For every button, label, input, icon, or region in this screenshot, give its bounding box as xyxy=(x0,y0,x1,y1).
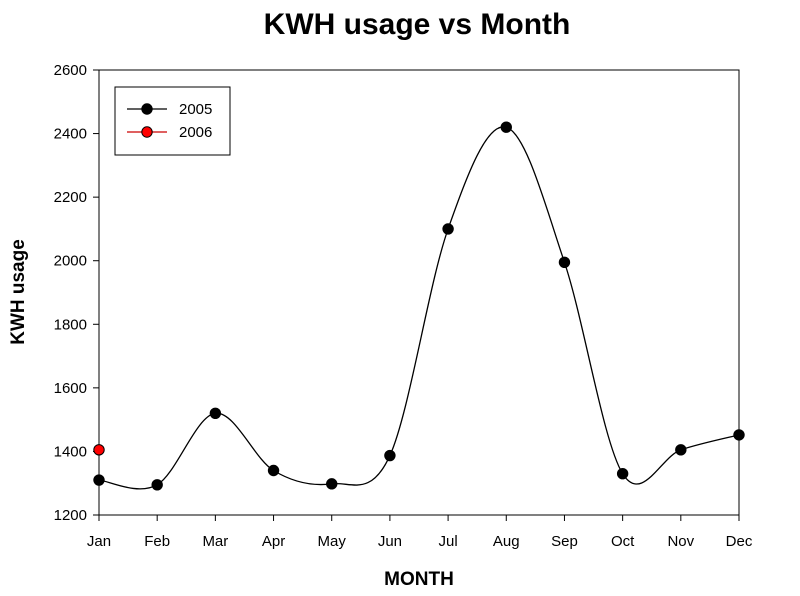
legend: 2005 2006 xyxy=(114,86,231,156)
data-point-2005-Sep xyxy=(558,256,571,269)
data-point-2005-May xyxy=(326,478,338,490)
data-point-2005-Oct xyxy=(616,467,629,480)
legend-label-2005: 2005 xyxy=(179,101,212,118)
plot-frame xyxy=(98,69,740,516)
data-point-2005-Mar xyxy=(209,407,222,419)
x-tick-label: Jul xyxy=(438,533,457,550)
data-point-2005-Jun xyxy=(384,449,396,462)
y-tick-label: 2200 xyxy=(54,189,87,206)
legend-marker-2006 xyxy=(141,126,153,138)
x-axis: Jan Feb Mar Apr May Jun Jul Aug Sep Oct Nov Dec xyxy=(87,515,753,550)
x-tick-label: Mar xyxy=(202,533,228,550)
x-tick-label: May xyxy=(318,533,347,550)
y-tick-label: 1800 xyxy=(54,316,87,333)
x-axis-label: MONTH xyxy=(384,569,454,590)
x-tick-label: Nov xyxy=(667,533,694,550)
y-tick-label: 2400 xyxy=(54,126,87,143)
x-tick-label: Apr xyxy=(262,533,285,550)
series-points xyxy=(93,121,745,491)
data-point-2005-Aug xyxy=(500,121,512,133)
y-tick-label: 1200 xyxy=(54,507,87,524)
legend-marker-2005 xyxy=(141,103,153,115)
data-point-2005-Feb xyxy=(151,479,163,491)
y-tick-label: 2600 xyxy=(54,62,87,79)
series-lines xyxy=(98,126,740,490)
x-tick-label: Jun xyxy=(378,533,402,550)
series-line-2005 xyxy=(98,126,740,490)
y-tick-label: 2000 xyxy=(54,253,87,270)
data-point-2005-Apr xyxy=(267,464,280,477)
x-tick-label: Sep xyxy=(551,533,578,550)
x-tick-label: Oct xyxy=(611,533,635,550)
legend-box xyxy=(114,86,231,156)
data-point-2005-Dec xyxy=(733,429,745,441)
y-tick-label: 1400 xyxy=(54,443,87,460)
chart-title: KWH usage vs Month xyxy=(264,8,571,41)
x-tick-label: Aug xyxy=(493,533,520,550)
legend-label-2006: 2006 xyxy=(179,124,212,141)
x-tick-label: Jan xyxy=(87,533,111,550)
y-axis-label: KWH usage xyxy=(8,239,29,345)
data-point-2006-Jan xyxy=(93,444,105,456)
y-axis: 1200 1400 1600 1800 2000 2200 2400 2600 xyxy=(54,62,99,524)
data-point-2005-Jan xyxy=(93,474,105,486)
x-tick-label: Feb xyxy=(144,533,170,550)
y-tick-label: 1600 xyxy=(54,380,87,397)
data-point-2005-Jul xyxy=(442,223,454,235)
x-tick-label: Dec xyxy=(726,533,753,550)
data-point-2005-Nov xyxy=(675,444,687,456)
